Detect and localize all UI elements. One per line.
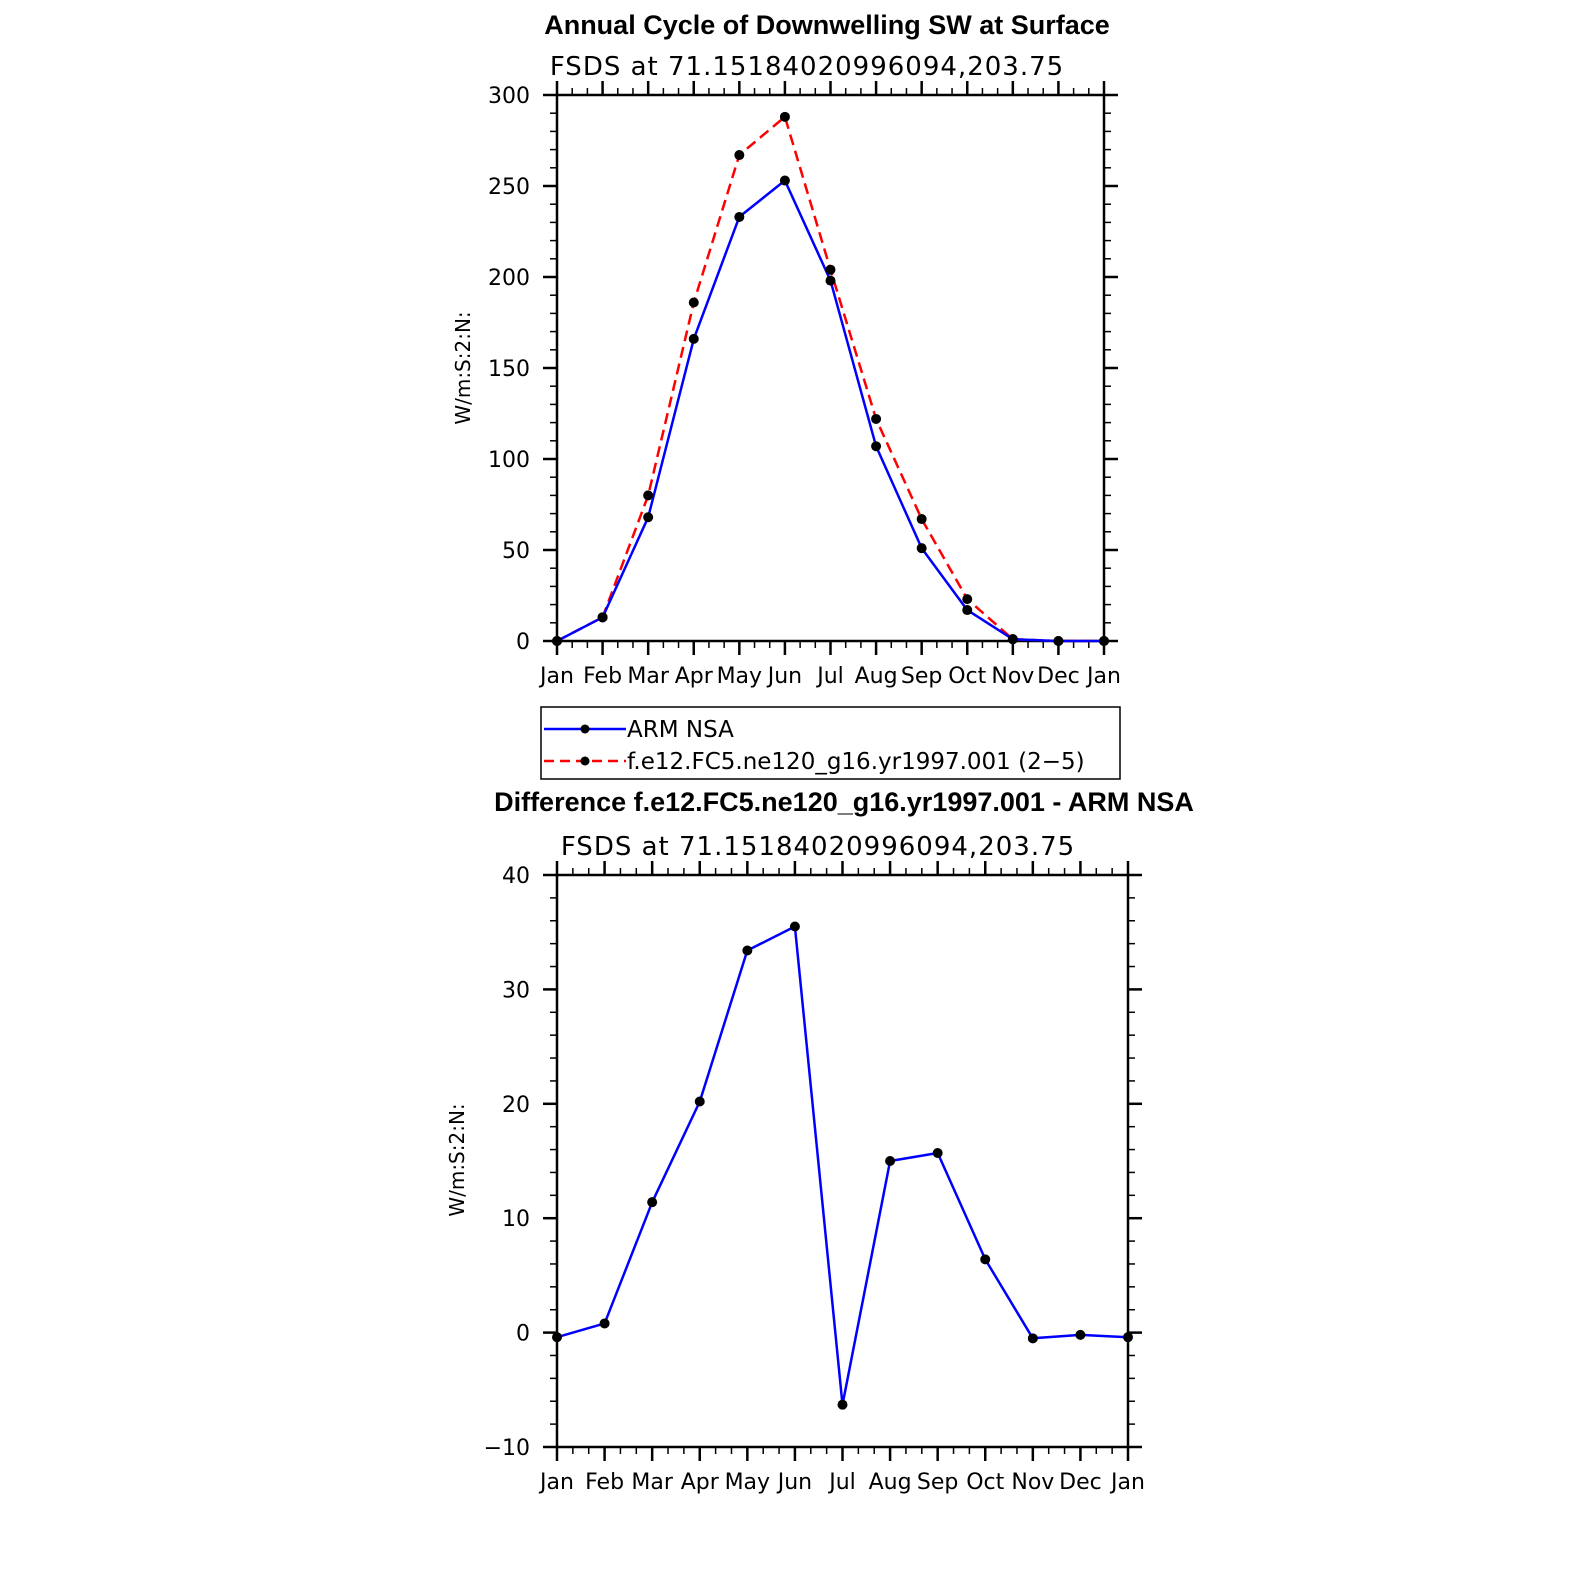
y-tick-label: 0: [516, 630, 530, 655]
x-tick-label: Mar: [631, 1470, 673, 1495]
series-marks: [552, 111, 1109, 646]
x-tick-label: Sep: [917, 1470, 958, 1495]
x-tick-label: Jun: [766, 664, 802, 689]
x-tick-label: Aug: [855, 664, 898, 689]
y-tick-label: 40: [502, 864, 530, 889]
data-point-s1-1: [597, 612, 608, 623]
data-point-s1-9: [962, 594, 973, 605]
data-point-s0-5: [789, 921, 800, 932]
plot-area: 0 50 100 150 200 250 300 Jan Feb Mar Apr May Jun Jul A…: [488, 81, 1121, 689]
series-marks: [552, 921, 1133, 1410]
x-tick-label: Oct: [948, 664, 986, 689]
chart-title: Difference f.e12.FC5.ne120_g16.yr1997.00…: [494, 787, 1194, 817]
x-tick-label: Sep: [901, 664, 942, 689]
x-tick-label: May: [717, 664, 762, 689]
chart-title: Annual Cycle of Downwelling SW at Surfac…: [544, 10, 1110, 40]
data-point-s0-9: [962, 605, 973, 616]
data-point-s0-8: [932, 1147, 943, 1158]
y-tick-label: 20: [502, 1093, 530, 1118]
x-tick-label: May: [725, 1470, 770, 1495]
x-tick-label: Dec: [1059, 1470, 1102, 1495]
data-point-s1-7: [871, 413, 882, 424]
chart-subtitle: FSDS at 71.15184020996094,203.75: [550, 52, 1064, 82]
legend: ARM NSA f.e12.FC5.ne120_g16.yr1997.001 (…: [540, 706, 1121, 780]
y-tick-label: 100: [488, 448, 530, 473]
x-tick-label: Feb: [583, 664, 622, 689]
data-point-s0-5: [779, 175, 790, 186]
y-tick-label: 30: [502, 978, 530, 1003]
chart-subtitle: FSDS at 71.15184020996094,203.75: [561, 832, 1075, 862]
y-tick-label: 250: [488, 175, 530, 200]
legend-label-model: f.e12.FC5.ne120_g16.yr1997.001 (2−5): [627, 749, 1085, 775]
data-point-s1-3: [688, 297, 699, 308]
data-point-s1-6: [825, 264, 836, 275]
data-point-s0-3: [688, 333, 699, 344]
data-point-s0-9: [980, 1254, 991, 1265]
annual-cycle-chart: Annual Cycle of Downwelling SW at Surfac…: [451, 10, 1121, 780]
x-tick-label: Oct: [966, 1470, 1004, 1495]
data-point-s1-10: [1007, 634, 1018, 645]
y-tick-label: −10: [484, 1436, 530, 1461]
data-point-s1-12: [1099, 636, 1109, 646]
data-point-s0-7: [871, 441, 882, 452]
data-point-s1-0: [552, 636, 562, 646]
legend-label-arm-nsa: ARM NSA: [627, 717, 734, 743]
difference-chart: Difference f.e12.FC5.ne120_g16.yr1997.00…: [445, 787, 1194, 1495]
y-tick-label: 50: [502, 539, 530, 564]
data-point-s0-12: [1123, 1332, 1133, 1343]
data-point-s0-1: [599, 1318, 610, 1329]
legend-marker-model: [580, 756, 590, 766]
y-axis-label: W/m:S:2:N:: [445, 1103, 469, 1216]
y-tick-label: 150: [488, 357, 530, 382]
x-tick-label: Apr: [681, 1470, 720, 1495]
x-tick-label: Jul: [815, 664, 844, 689]
x-tick-label: Jun: [776, 1470, 812, 1495]
x-tick-label: Jan: [538, 1470, 574, 1495]
data-point-s0-11: [1075, 1329, 1086, 1340]
data-point-s1-8: [916, 514, 927, 525]
data-point-s0-10: [1027, 1333, 1038, 1344]
data-point-s0-3: [694, 1096, 705, 1107]
x-tick-label: Jan: [1085, 664, 1121, 689]
series-line-0: [556, 179, 1104, 643]
data-point-s0-0: [552, 1332, 562, 1343]
y-axis-label: W/m:S:2:N:: [451, 311, 475, 424]
plot-frame: [555, 873, 1130, 1449]
data-point-s1-2: [643, 490, 654, 501]
legend-box: [540, 706, 1121, 780]
x-tick-label: Aug: [869, 1470, 912, 1495]
data-point-s0-4: [734, 211, 745, 222]
data-point-s0-2: [647, 1197, 658, 1208]
plot-area: −10 0 10 20 30 40 Jan Feb Mar Apr May Jun Jul Aug Sep O…: [484, 861, 1145, 1495]
x-tick-label: Mar: [627, 664, 669, 689]
data-point-s0-6: [825, 275, 836, 286]
x-tick-label: Dec: [1037, 664, 1080, 689]
x-tick-label: Nov: [1011, 1470, 1054, 1495]
data-point-s1-11: [1053, 636, 1064, 646]
data-point-s0-2: [643, 512, 654, 523]
y-tick-label: 200: [488, 266, 530, 291]
series-line-1: [556, 115, 1104, 643]
x-tick-label: Nov: [991, 664, 1034, 689]
x-tick-label: Feb: [585, 1470, 624, 1495]
x-tick-label: Jan: [1109, 1470, 1145, 1495]
legend-marker-arm-nsa: [580, 724, 590, 734]
y-tick-label: 0: [516, 1322, 530, 1347]
plot-frame: [555, 93, 1106, 643]
series-line-0: [556, 925, 1129, 1406]
data-point-s0-7: [885, 1156, 896, 1166]
x-tick-label: Jul: [827, 1470, 856, 1495]
x-tick-label: Jan: [538, 664, 574, 689]
data-point-s1-4: [734, 150, 745, 161]
x-tick-label: Apr: [675, 664, 714, 689]
data-point-s0-8: [916, 543, 927, 554]
data-point-s1-5: [779, 111, 790, 122]
data-point-s0-4: [742, 945, 753, 956]
y-tick-label: 300: [488, 84, 530, 109]
data-point-s0-6: [837, 1399, 848, 1410]
y-tick-label: 10: [502, 1207, 530, 1232]
